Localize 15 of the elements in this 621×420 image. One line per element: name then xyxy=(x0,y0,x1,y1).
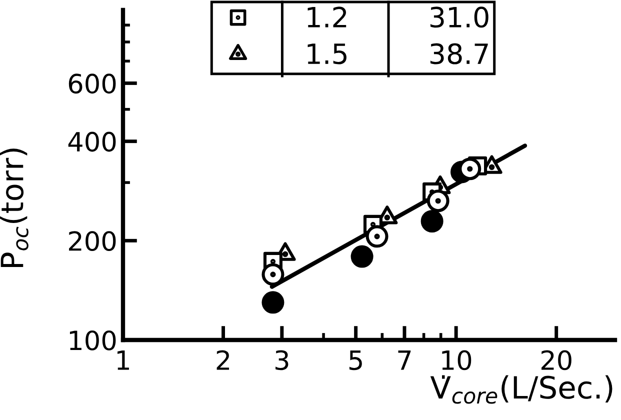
y-axis-title: P$_{oc}$(torr) xyxy=(0,148,28,268)
y-tick-label: 100 xyxy=(70,330,116,350)
y-tick-label: 600 xyxy=(68,74,116,94)
x-tick-label: 7 xyxy=(398,350,411,370)
legend-label: 1.2 31.0 xyxy=(308,6,488,28)
y-tick-label: 200 xyxy=(69,231,116,252)
x-tick-label: 5 xyxy=(349,350,362,370)
y-tick-label: 400 xyxy=(68,132,116,152)
x-tick-label: 10 xyxy=(442,350,472,370)
x-tick-label: 1 xyxy=(118,350,129,370)
x-axis-title: V̇$_{core}$(L/Sec.) xyxy=(430,375,612,404)
x-tick-label: 20 xyxy=(541,350,572,370)
x-tick-label: 3 xyxy=(276,350,288,370)
x-tick-label: 2 xyxy=(216,350,230,370)
legend-label: 1.5 38.7 xyxy=(308,43,488,64)
